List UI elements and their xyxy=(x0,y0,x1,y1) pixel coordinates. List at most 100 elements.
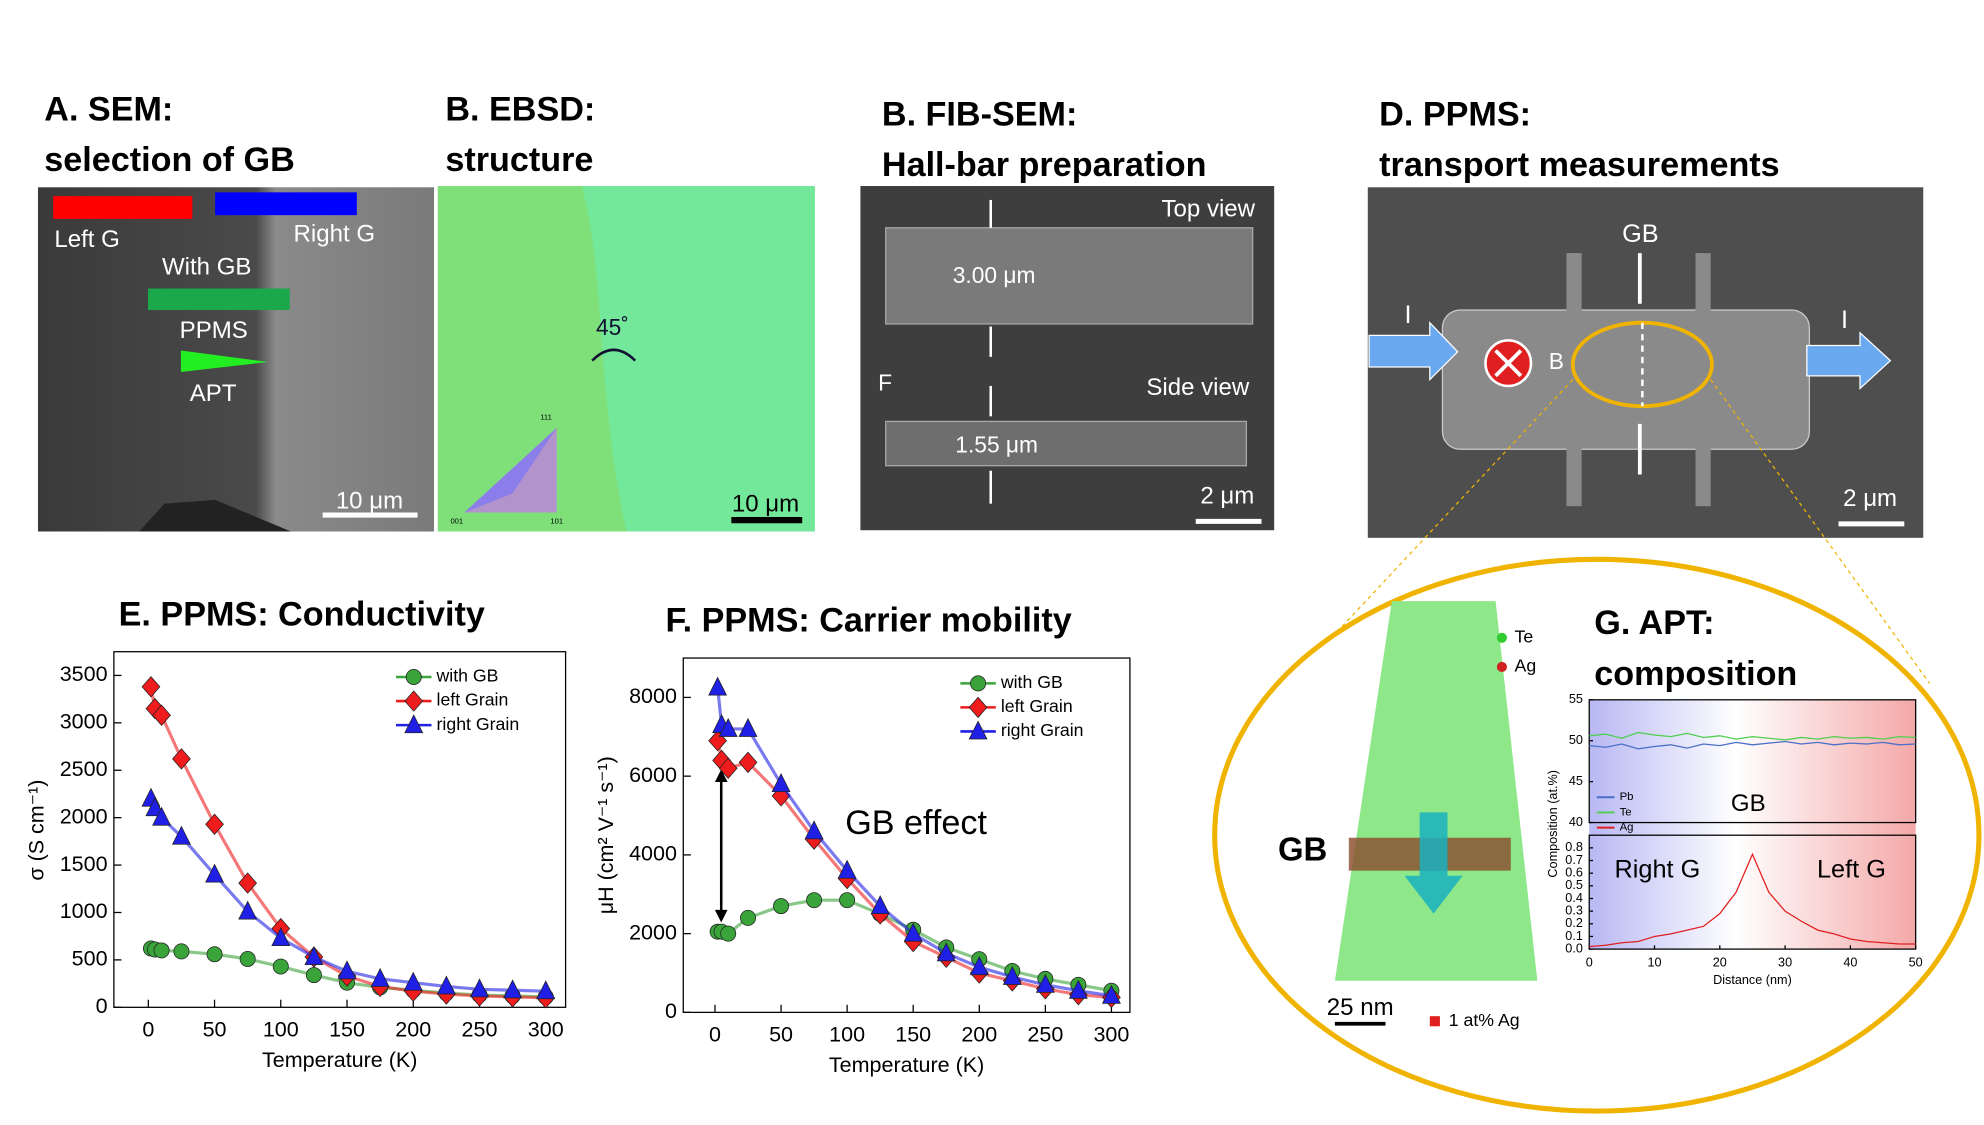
marker xyxy=(806,892,823,909)
x-tick-label: 100 xyxy=(829,1023,865,1047)
x-tick-label: 300 xyxy=(1093,1023,1129,1047)
contacts xyxy=(1566,253,1711,507)
zoom-line xyxy=(1710,379,1931,684)
x-tick-label: 250 xyxy=(1027,1023,1063,1047)
x-tick-label: 0 xyxy=(142,1018,154,1042)
x-tick-label: 150 xyxy=(895,1023,931,1047)
hall-bar xyxy=(1441,309,1811,450)
marker xyxy=(272,958,289,975)
label: Ag xyxy=(1515,656,1537,676)
marker xyxy=(370,967,390,987)
marker xyxy=(708,676,728,696)
y-tick-label: 4000 xyxy=(629,842,677,866)
x-tick-label: 250 xyxy=(462,1018,498,1042)
y-tick-label: 3500 xyxy=(60,662,108,686)
label: GB xyxy=(1278,830,1327,867)
marker xyxy=(171,825,191,845)
panel-title: G. APT: xyxy=(1594,604,1714,642)
arrow-head xyxy=(714,769,728,783)
marker xyxy=(172,748,191,770)
scale-label: 25 nm xyxy=(1327,994,1394,1021)
x-tick-label: 40 xyxy=(1843,955,1857,969)
x-tick-label: 100 xyxy=(263,1018,299,1042)
y-tick-label: 3000 xyxy=(60,710,108,734)
legend-label: with GB xyxy=(436,666,499,686)
marker xyxy=(470,978,489,998)
apt-arrow xyxy=(1404,812,1463,914)
label: F xyxy=(878,370,892,396)
marker xyxy=(970,675,987,692)
marker xyxy=(404,714,424,734)
legend-label: left Grain xyxy=(437,690,509,710)
rotation-arrow xyxy=(591,348,637,362)
y-tick-label: 0.4 xyxy=(1565,891,1583,905)
legend-label: right Grain xyxy=(437,714,520,734)
grain-right xyxy=(582,186,815,532)
marker xyxy=(238,872,258,894)
panel-subtitle: Hall-bar preparation xyxy=(882,146,1207,184)
y-tick-label: 8000 xyxy=(629,684,677,708)
panel-title: A. SEM: xyxy=(44,90,173,128)
green-bar xyxy=(148,288,290,311)
y-tick-label: 0.7 xyxy=(1565,853,1583,867)
marker xyxy=(205,863,225,883)
y-tick-label: 500 xyxy=(72,947,108,971)
marker xyxy=(304,946,324,966)
apt-cone xyxy=(1334,601,1538,981)
marker xyxy=(153,942,170,959)
y-tick-label: 1000 xyxy=(60,899,108,923)
panel-title: B. EBSD: xyxy=(445,90,595,128)
y-tick-label: 1500 xyxy=(60,852,108,876)
x-tick-label: 0 xyxy=(1586,955,1593,969)
label: Left G xyxy=(54,226,119,253)
panel-subtitle: structure xyxy=(445,141,593,179)
y-tick-label: 0.6 xyxy=(1565,866,1583,880)
label: GB xyxy=(1622,220,1659,248)
marker xyxy=(1035,973,1055,993)
current-arrow xyxy=(1806,331,1892,390)
label: Right G xyxy=(1615,855,1701,883)
x-tick-label: 30 xyxy=(1778,955,1792,969)
marker xyxy=(969,956,989,976)
apt-background xyxy=(1589,699,1916,950)
ag-key xyxy=(1429,1016,1440,1027)
top-view-bar xyxy=(885,227,1254,325)
marker xyxy=(839,892,856,909)
field-x xyxy=(1494,349,1523,378)
panel-subtitle: selection of GB xyxy=(44,141,295,179)
marker xyxy=(173,943,190,960)
series-line xyxy=(1589,852,1916,948)
x-tick-label: 50 xyxy=(769,1023,793,1047)
label: Right G xyxy=(294,221,375,248)
legend-label: Pb xyxy=(1620,791,1634,803)
y-tick-label: 2000 xyxy=(629,920,677,944)
scale-label: 2 μm xyxy=(1200,483,1254,510)
label: B xyxy=(1549,348,1564,374)
panel-title: D. PPMS: xyxy=(1379,95,1531,133)
label: Side view xyxy=(1146,374,1249,401)
y-tick-label: 0.8 xyxy=(1565,840,1583,854)
label: With GB xyxy=(162,254,251,281)
y-tick-label: 0 xyxy=(665,999,677,1023)
annotation: GB effect xyxy=(845,804,987,842)
scale-label: 10 μm xyxy=(336,488,403,515)
marker xyxy=(738,751,758,774)
marker xyxy=(773,898,790,915)
y-tick-label: 2500 xyxy=(60,757,108,781)
side-view-bar xyxy=(885,420,1247,467)
panel-subtitle: composition xyxy=(1594,655,1797,693)
marker xyxy=(238,900,258,920)
y-tick-label: 0.1 xyxy=(1565,929,1583,943)
marker xyxy=(536,980,556,1000)
y-axis-label: μH (cm² V⁻¹ s⁻¹) xyxy=(594,756,618,914)
legend-label: right Grain xyxy=(1001,720,1084,740)
label: APT xyxy=(190,380,237,407)
legend-label: with GB xyxy=(1000,672,1063,692)
label: PPMS xyxy=(180,317,248,344)
chart-title: F. PPMS: Carrier mobility xyxy=(666,602,1072,640)
y-tick-label: 0 xyxy=(96,994,108,1018)
plot-frame xyxy=(1588,699,1917,824)
label: Top view xyxy=(1162,195,1256,222)
y-tick-label: 0.3 xyxy=(1565,903,1583,917)
